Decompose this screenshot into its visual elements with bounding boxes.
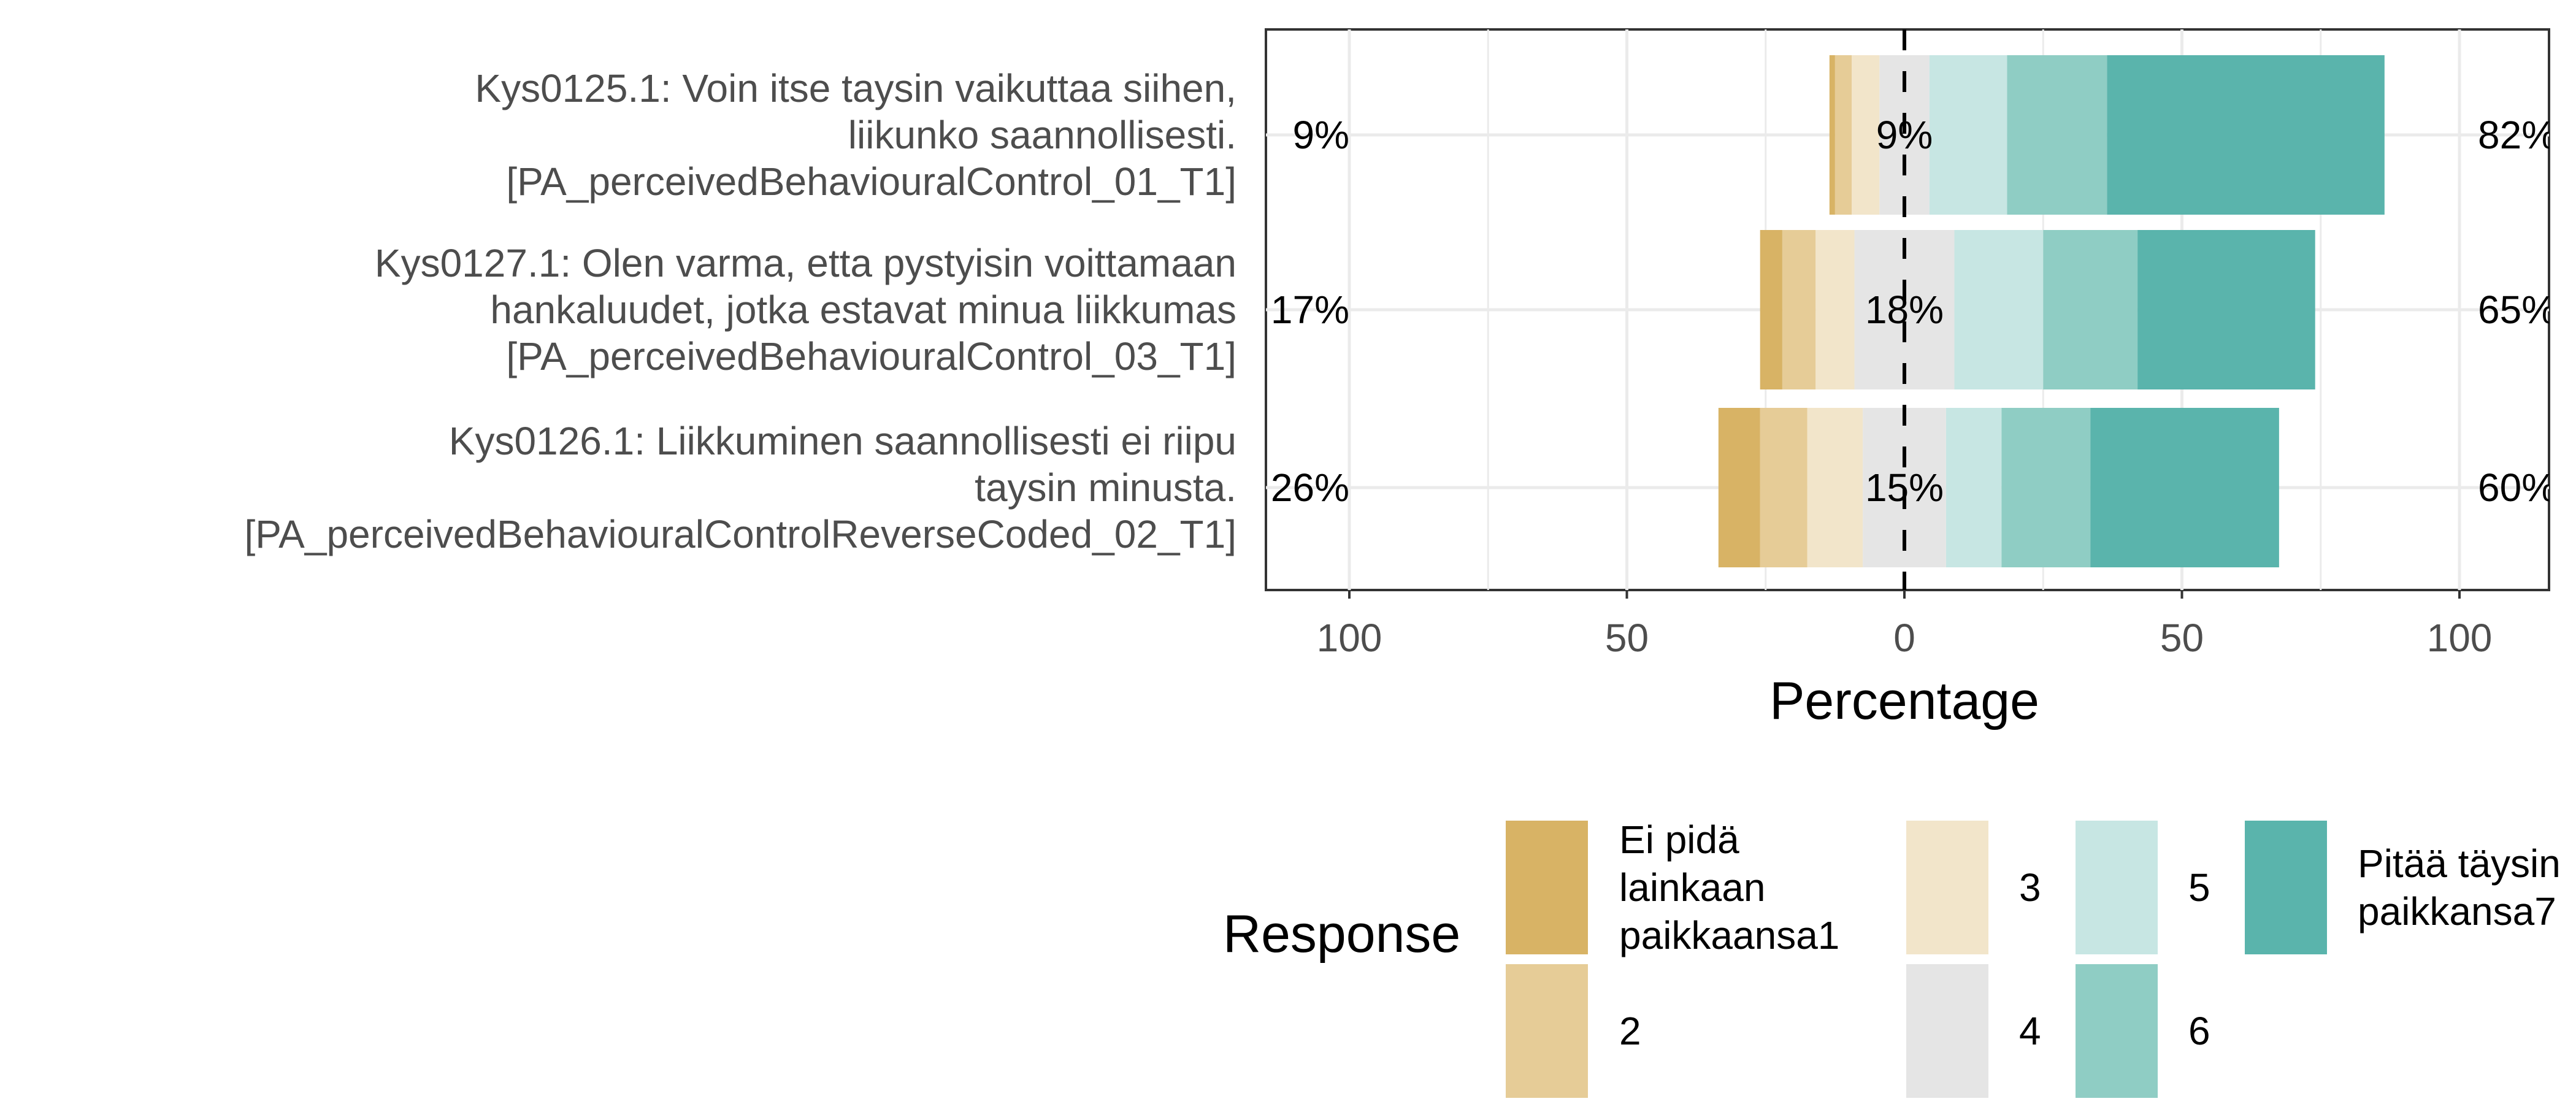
- legend-key: [1906, 821, 1988, 954]
- bar-segment-1: [1718, 408, 1760, 567]
- legend-key: [1906, 964, 1988, 1098]
- item-label-line: hankaluudet, jotka estavat minua liikkum…: [490, 288, 1236, 332]
- bar-segment-4: [1904, 230, 1955, 389]
- bar-segment-5: [1945, 408, 2002, 567]
- legend-key: [2076, 821, 2158, 954]
- bar-segment-7: [2090, 408, 2279, 567]
- high-percent-label: 82%: [2478, 113, 2556, 157]
- bar-segment-4: [1863, 408, 1904, 567]
- legend-label: 3: [2019, 865, 2041, 910]
- high-percent-label: 65%: [2478, 288, 2556, 332]
- bar-segment-5: [1929, 55, 2007, 215]
- item-label-line: [PA_perceivedBehaviouralControl_03_T1]: [506, 334, 1236, 378]
- legend-label: paikkaansa1: [1619, 913, 1839, 957]
- bar-segment-6: [2043, 230, 2138, 389]
- neutral-percent-label: 15%: [1865, 466, 1944, 510]
- bar-segment-3: [1815, 230, 1855, 389]
- percent-labels: 9% 9% 82% 17% 18% 65% 26% 15% 60%: [1271, 113, 2556, 510]
- x-axis-title: Percentage: [1769, 672, 2039, 730]
- bar-segment-4: [1904, 55, 1930, 215]
- legend-label: Ei pidä: [1619, 818, 1739, 862]
- bar-segment-6: [2001, 408, 2091, 567]
- legend-label: Pitää täysin: [2358, 841, 2561, 886]
- low-percent-label: 17%: [1271, 288, 1349, 332]
- legend-key: [1506, 821, 1588, 954]
- legend-label: lainkaan: [1619, 865, 1765, 910]
- bar-segment-4: [1854, 230, 1904, 389]
- bar-segment-3: [1852, 55, 1880, 215]
- item-label-line: Kys0125.1: Voin itse taysin vaikuttaa si…: [475, 66, 1236, 110]
- bar-segment-4: [1879, 55, 1904, 215]
- bar-segment-2: [1782, 230, 1816, 389]
- x-axis-ticks: 100 50 0 50 100: [1317, 590, 2493, 660]
- item-label-line: Kys0127.1: Olen varma, etta pystyisin vo…: [375, 241, 1236, 285]
- legend-key: [2076, 964, 2158, 1098]
- item-label-line: Kys0126.1: Liikkuminen saannollisesti ei…: [449, 419, 1236, 463]
- legend-label: paikkansa7: [2358, 889, 2556, 933]
- x-tick-label: 100: [2427, 616, 2493, 660]
- x-tick-label: 0: [1893, 616, 1915, 660]
- legend-key: [2245, 821, 2327, 954]
- low-percent-label: 26%: [1271, 466, 1349, 510]
- bar-segment-1: [1760, 230, 1782, 389]
- bar-segment-6: [2007, 55, 2107, 215]
- item-label-line: liikunko saannollisesti.: [848, 113, 1236, 157]
- item-label-line: [PA_perceivedBehaviouralControl_01_T1]: [506, 159, 1236, 204]
- item-label-line: taysin minusta.: [975, 466, 1236, 510]
- item-labels: Kys0125.1: Voin itse taysin vaikuttaa si…: [244, 66, 1236, 556]
- bar-segment-3: [1807, 408, 1863, 567]
- legend-label: 5: [2188, 865, 2210, 910]
- x-tick-label: 50: [1605, 616, 1649, 660]
- neutral-percent-label: 9%: [1876, 113, 1933, 157]
- low-percent-label: 9%: [1293, 113, 1350, 157]
- bars: [1718, 29, 2385, 590]
- bar-segment-2: [1834, 55, 1852, 215]
- x-tick-label: 50: [2160, 616, 2204, 660]
- legend-key: [1506, 964, 1588, 1098]
- bar-segment-2: [1760, 408, 1807, 567]
- legend-label: 6: [2188, 1009, 2210, 1053]
- legend-label: 2: [1619, 1009, 1641, 1053]
- x-tick-label: 100: [1317, 616, 1382, 660]
- bar-segment-4: [1904, 408, 1946, 567]
- bar-segment-7: [2137, 230, 2315, 389]
- high-percent-label: 60%: [2478, 466, 2556, 510]
- bar-segment-7: [2107, 55, 2385, 215]
- bar-segment-5: [1954, 230, 2044, 389]
- legend-title: Response: [1223, 905, 1460, 964]
- item-label-line: [PA_perceivedBehaviouralControlReverseCo…: [244, 512, 1236, 556]
- legend-label: 4: [2019, 1009, 2041, 1053]
- neutral-percent-label: 18%: [1865, 288, 1944, 332]
- bar-segment-1: [1829, 55, 1835, 215]
